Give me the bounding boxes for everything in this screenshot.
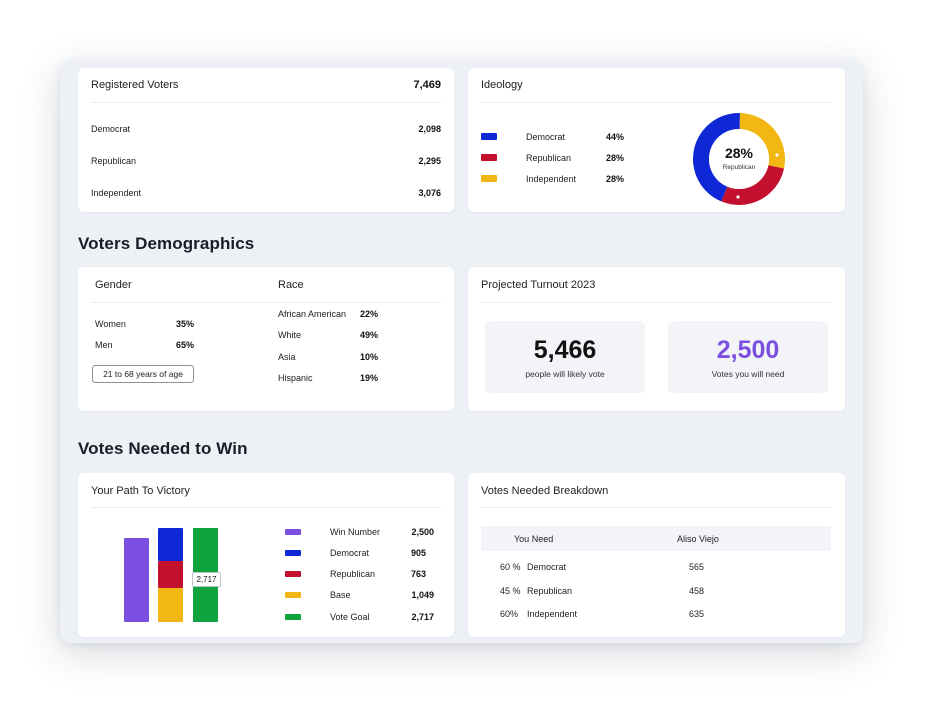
gender-row-pct: 65% [176,340,195,350]
breakdown-row-pct: 60 % [500,562,521,572]
path-legend-label: Vote Goal [330,612,370,622]
divider [91,507,441,508]
independent-swatch [481,175,497,182]
breakdown-row-label: Democrat [527,562,567,572]
gender-row-label: Women [95,319,126,329]
path-legend-label: Base [330,590,351,600]
likely-voters-caption: people will likely vote [525,369,605,379]
breakdown-row-label: Republican [527,586,573,596]
path-legend-label: Democrat [330,548,370,558]
path-legend-value: 2,500 [411,527,434,537]
breakdown-row-value: 458 [689,586,705,596]
votes-needed-caption: Votes you will need [711,369,785,379]
democrat-swatch [481,133,497,140]
gender-row-label: Men [95,340,113,350]
breakdown-row-value: 635 [689,609,705,619]
path-legend-label: Win Number [330,527,381,537]
breakdown-row-pct: 60% [500,609,519,619]
breakdown-title: Votes Needed Breakdown [481,485,609,497]
win-number-swatch [285,529,301,535]
likely-voters-box: 5,466 people will likely vote [485,321,645,393]
path-legend-label: Republican [330,569,376,579]
ideology-row-pct: 44% [606,132,625,142]
registered-row-value: 3,076 [418,188,441,198]
votes-needed-section-title: Votes Needed to Win [78,439,248,458]
votes-needed-value: 2,500 [716,336,780,364]
divider [481,102,832,103]
divider [91,102,441,103]
donut-center-value: 28% [724,145,754,161]
votes-needed-breakdown-card: Votes Needed Breakdown You Need Aliso Vi… [468,473,845,637]
donut-center-label: Republican [722,164,756,171]
breakdown-row-value: 565 [689,562,705,572]
republican-marker-dot [736,195,740,199]
ideology-row-label: Republican [526,153,572,163]
gender-title: Gender [95,279,132,291]
race-row-label: White [278,330,302,340]
donut-segment-independent [739,113,785,169]
registered-voters-title: Registered Voters [91,79,179,91]
path-legend-value: 763 [410,569,426,579]
race-title: Race [278,279,304,291]
registered-row-value: 2,295 [418,156,441,166]
win-number-bar [124,538,149,622]
demographics-section-title: Voters Demographics [78,234,255,253]
divider [481,507,832,508]
base-swatch [285,592,301,598]
donut-segment-republican [721,165,785,205]
breakdown-table-header [481,526,831,551]
path-legend-value: 905 [410,548,426,558]
ideology-row-label: Independent [526,174,577,184]
race-row-pct: 10% [360,352,379,362]
path-to-victory-card: Your Path To Victory 2,717 Win Number 2,… [78,473,454,637]
base-bar-segment [158,588,183,622]
republican-swatch [285,571,301,577]
vote-goal-bar-label: 2,717 [192,572,221,587]
projected-turnout-card: Projected Turnout 2023 5,466 people will… [468,267,845,411]
registered-voters-card: Registered Voters 7,469 Democrat 2,098 R… [78,68,454,212]
likely-voters-value: 5,466 [533,336,597,364]
race-row-pct: 19% [360,373,379,383]
ideology-card: Ideology Democrat 44% Republican 28% Ind… [468,68,845,212]
registered-row-label: Democrat [91,124,131,134]
republican-marker-dot [775,153,779,157]
ideology-title: Ideology [481,79,523,91]
race-row-label: African American [278,309,347,319]
projected-turnout-title: Projected Turnout 2023 [481,279,596,291]
breakdown-row-label: Independent [527,609,578,619]
race-row-pct: 49% [360,330,379,340]
path-to-victory-title: Your Path To Victory [91,485,190,497]
path-legend-value: 2,717 [411,612,434,622]
race-row-pct: 22% [360,309,379,319]
age-range-badge: 21 to 68 years of age [92,365,194,383]
votes-needed-box: 2,500 Votes you will need [668,321,828,393]
donut-segment-democrat [693,113,740,202]
democrat-bar-segment [158,528,183,561]
demographics-card: Gender Race Women 35% Men 65% 21 to 68 y… [78,267,454,411]
democrat-swatch [285,550,301,556]
ideology-row-pct: 28% [606,174,625,184]
path-legend-value: 1,049 [411,590,434,600]
column-header-city: Aliso Viejo [677,534,719,544]
registered-row-value: 2,098 [418,124,441,134]
divider [481,302,832,303]
registered-voters-total: 7,469 [413,79,441,91]
race-row-label: Asia [278,352,296,362]
column-header-you-need: You Need [514,534,554,544]
republican-swatch [481,154,497,161]
registered-row-label: Republican [91,156,137,166]
vote-goal-swatch [285,614,301,620]
divider [91,302,441,303]
breakdown-row-pct: 45 % [500,586,521,596]
ideology-donut-chart [693,113,785,205]
republican-bar-segment [158,561,183,588]
registered-row-label: Independent [91,188,142,198]
ideology-row-pct: 28% [606,153,625,163]
gender-row-pct: 35% [176,319,195,329]
race-row-label: Hispanic [278,373,313,383]
ideology-row-label: Democrat [526,132,566,142]
